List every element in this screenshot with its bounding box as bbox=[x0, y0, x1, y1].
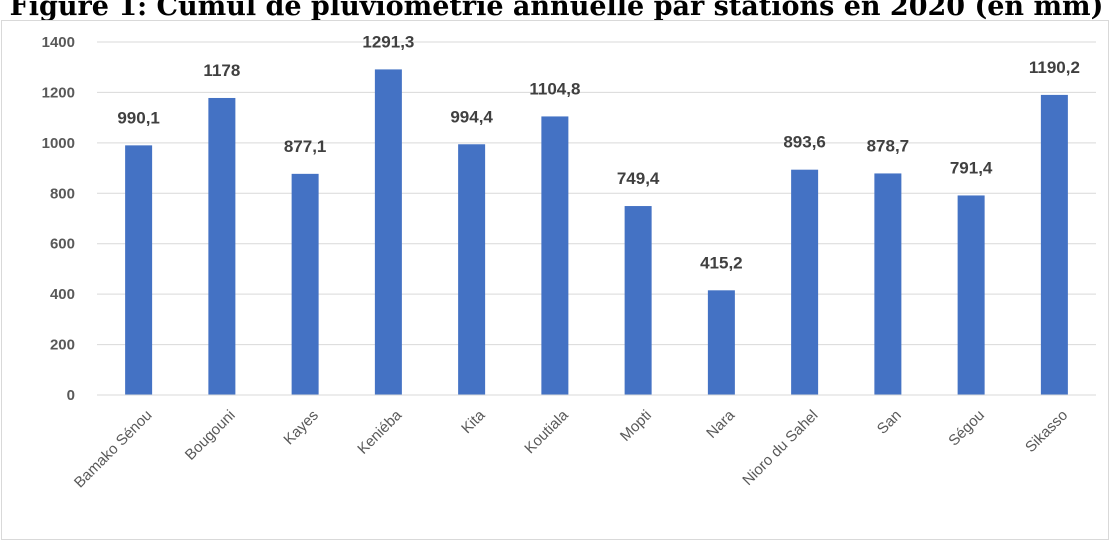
x-tick-label: Nioro du Sahel bbox=[739, 407, 821, 489]
data-label: 1178 bbox=[203, 61, 240, 80]
data-label: 878,7 bbox=[867, 136, 910, 155]
y-tick-label: 600 bbox=[50, 236, 75, 253]
data-label: 877,1 bbox=[284, 137, 327, 156]
chart-title: Figure 1: Cumul de pluviométrie annuelle… bbox=[9, 0, 1104, 22]
y-tick-label: 1000 bbox=[42, 135, 75, 152]
x-tick-label: Mopti bbox=[617, 407, 655, 445]
data-label: 1190,2 bbox=[1029, 58, 1080, 77]
bar bbox=[125, 145, 153, 395]
y-tick-label: 400 bbox=[50, 286, 75, 303]
data-label: 994,4 bbox=[450, 107, 493, 126]
bar bbox=[957, 195, 985, 395]
x-tick-label: Sikasso bbox=[1022, 407, 1071, 456]
x-tick-label: Ségou bbox=[945, 407, 988, 450]
x-tick-label: Kayes bbox=[280, 407, 322, 449]
data-label: 1104,8 bbox=[529, 79, 580, 98]
y-tick-label: 1400 bbox=[42, 34, 75, 51]
bar bbox=[458, 144, 486, 395]
y-tick-label: 1200 bbox=[42, 84, 75, 101]
bar bbox=[208, 97, 236, 396]
x-tick-label: Kita bbox=[458, 406, 489, 437]
bar bbox=[541, 116, 569, 396]
y-tick-label: 800 bbox=[50, 185, 75, 202]
x-tick-label: Keniéba bbox=[354, 406, 405, 457]
data-label: 415,2 bbox=[700, 253, 743, 272]
y-tick-label: 0 bbox=[67, 387, 75, 404]
x-tick-label: Koutiala bbox=[521, 406, 572, 457]
x-tick-label: Bougouni bbox=[182, 407, 239, 464]
bar bbox=[1040, 94, 1068, 396]
x-tick-label: Nara bbox=[703, 406, 738, 441]
bar bbox=[707, 290, 735, 395]
data-label: 893,6 bbox=[783, 133, 826, 152]
bar bbox=[291, 173, 319, 395]
data-label: 1291,3 bbox=[362, 32, 414, 51]
bar bbox=[374, 69, 402, 395]
bar bbox=[624, 206, 652, 395]
bar bbox=[791, 169, 819, 395]
x-tick-label: San bbox=[874, 407, 905, 438]
data-label: 791,4 bbox=[950, 158, 993, 177]
data-label: 990,1 bbox=[117, 108, 160, 127]
y-tick-label: 200 bbox=[50, 337, 75, 354]
bar bbox=[874, 173, 902, 395]
x-tick-label: Bamako Sénou bbox=[71, 407, 156, 492]
data-label: 749,4 bbox=[617, 169, 660, 188]
